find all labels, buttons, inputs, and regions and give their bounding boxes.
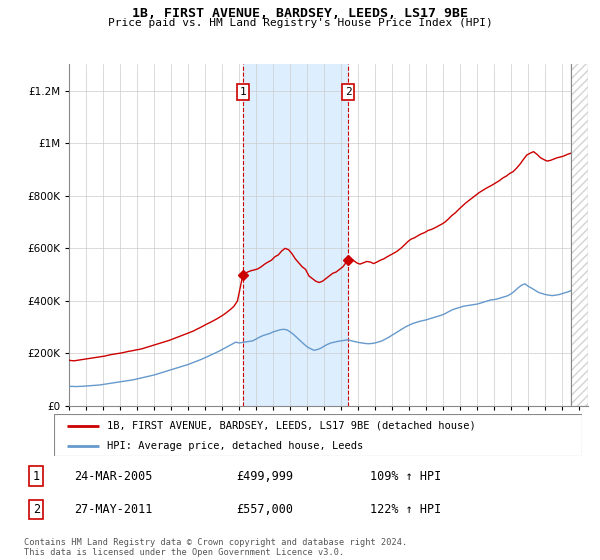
Text: 122% ↑ HPI: 122% ↑ HPI [370, 503, 441, 516]
Text: 109% ↑ HPI: 109% ↑ HPI [370, 470, 441, 483]
Bar [243, 64, 348, 406]
Text: Price paid vs. HM Land Registry's House Price Index (HPI): Price paid vs. HM Land Registry's House … [107, 18, 493, 29]
Text: 27-MAY-2011: 27-MAY-2011 [74, 503, 152, 516]
Text: 24-MAR-2005: 24-MAR-2005 [74, 470, 152, 483]
FancyBboxPatch shape [54, 414, 582, 456]
Text: £557,000: £557,000 [236, 503, 293, 516]
Text: 1: 1 [33, 470, 40, 483]
Text: 1: 1 [239, 87, 246, 97]
Bar [571, 64, 588, 406]
Text: £499,999: £499,999 [236, 470, 293, 483]
Text: Contains HM Land Registry data © Crown copyright and database right 2024.
This d: Contains HM Land Registry data © Crown c… [24, 538, 407, 557]
Text: 2: 2 [33, 503, 40, 516]
Text: HPI: Average price, detached house, Leeds: HPI: Average price, detached house, Leed… [107, 441, 363, 451]
Text: 1B, FIRST AVENUE, BARDSEY, LEEDS, LS17 9BE (detached house): 1B, FIRST AVENUE, BARDSEY, LEEDS, LS17 9… [107, 421, 476, 431]
Text: 1B, FIRST AVENUE, BARDSEY, LEEDS, LS17 9BE: 1B, FIRST AVENUE, BARDSEY, LEEDS, LS17 9… [132, 7, 468, 20]
Text: 2: 2 [344, 87, 352, 97]
